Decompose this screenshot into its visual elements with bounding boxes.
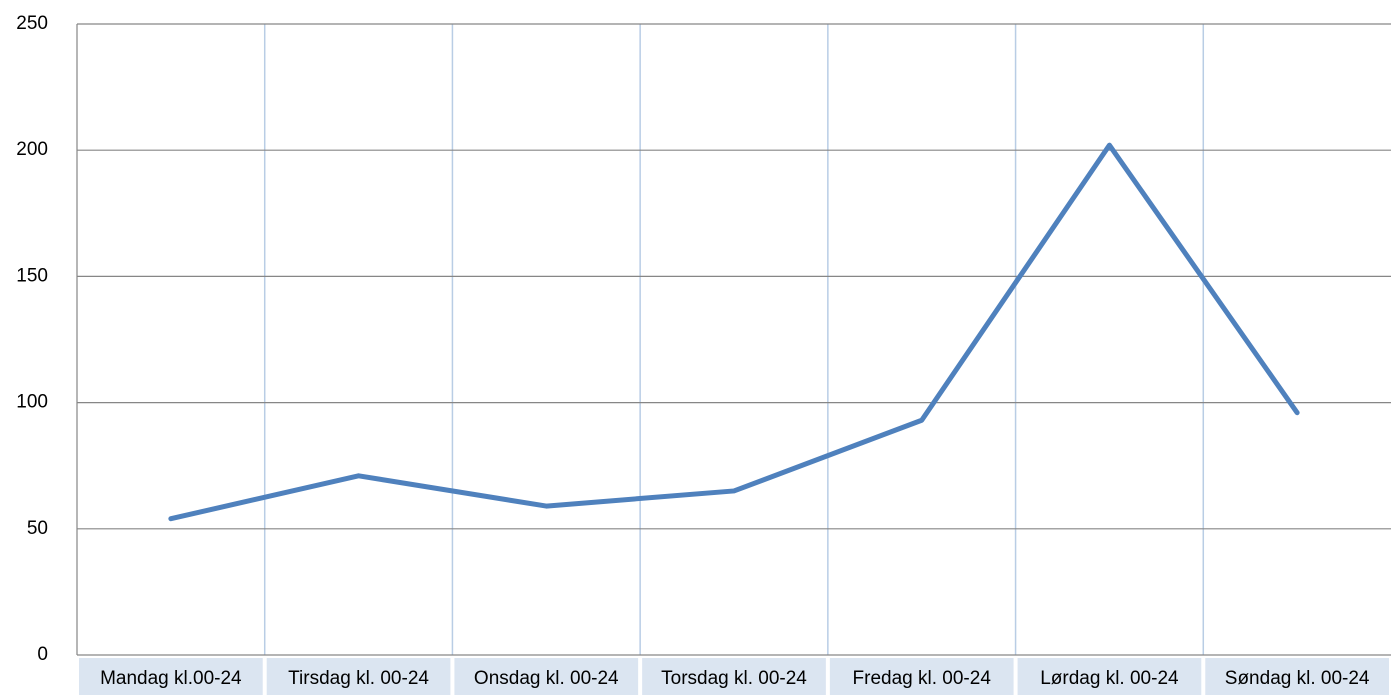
x-tick-label: Søndag kl. 00-24 — [1225, 668, 1370, 689]
y-tick-label: 100 — [16, 392, 48, 413]
x-tick-label: Fredag kl. 00-24 — [853, 668, 992, 689]
y-tick-label: 50 — [27, 518, 48, 539]
x-label-background — [1017, 658, 1202, 695]
y-tick-label: 0 — [37, 644, 48, 665]
x-tick-label: Lørdag kl. 00-24 — [1040, 668, 1179, 689]
x-label-background — [642, 658, 826, 695]
x-tick-label: Onsdag kl. 00-24 — [474, 668, 619, 689]
x-label-background — [266, 658, 451, 695]
x-tick-label: Mandag kl.00-24 — [100, 668, 242, 689]
x-label-background — [79, 658, 263, 695]
line — [168, 142, 1300, 522]
x-label-background — [454, 658, 639, 695]
x-tick-label: Torsdag kl. 00-24 — [661, 668, 807, 689]
x-label-background — [829, 658, 1014, 695]
x-tick-label: Tirsdag kl. 00-24 — [288, 668, 429, 689]
y-tick-label: 150 — [16, 265, 48, 286]
y-tick-label: 200 — [16, 139, 48, 160]
y-tick-label: 250 — [16, 13, 48, 34]
x-label-background — [1205, 658, 1389, 695]
